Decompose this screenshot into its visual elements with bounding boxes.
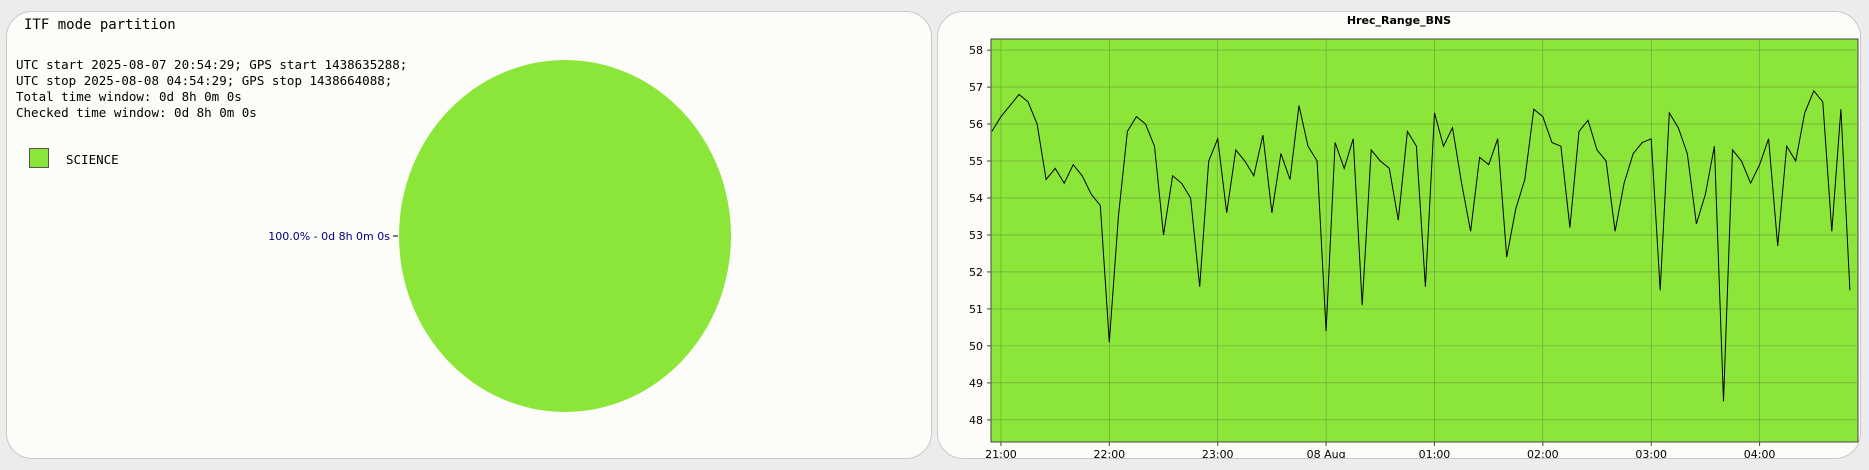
x-tick-label: 23:00 (1202, 448, 1234, 459)
y-tick-label: 52 (969, 266, 983, 279)
chart-title: Hrec_Range_BNS (1347, 14, 1451, 27)
pie-panel: ITF mode partition UTC start 2025-08-07 … (6, 11, 932, 459)
x-tick-label: 02:00 (1527, 448, 1559, 459)
y-tick-label: 57 (969, 81, 983, 94)
x-tick-label: 08 Aug (1307, 448, 1346, 459)
y-tick-label: 58 (969, 44, 983, 57)
pie-panel-title: ITF mode partition (24, 17, 176, 33)
info-line: Total time window: 0d 8h 0m 0s (16, 89, 242, 104)
y-tick-label: 50 (969, 340, 983, 353)
info-line: UTC start 2025-08-07 20:54:29; GPS start… (16, 57, 408, 72)
y-tick-label: 55 (969, 155, 983, 168)
timeseries-panel: Hrec_Range_BNS 48 49 50 51 52 53 54 55 56 57 58 21… (937, 11, 1861, 459)
pie-chart: 100.0% - 0d 8h 0m 0s (268, 60, 731, 412)
info-line: Checked time window: 0d 8h 0m 0s (16, 105, 257, 120)
x-tick-label: 22:00 (1093, 448, 1125, 459)
series-line (991, 89, 1851, 402)
legend-label-science: SCIENCE (66, 152, 119, 167)
pie-slice-label: 100.0% - 0d 8h 0m 0s (268, 230, 390, 243)
line-chart: Hrec_Range_BNS 48 49 50 51 52 53 54 55 56 57 58 21… (969, 14, 1859, 459)
x-tick-label: 03:00 (1635, 448, 1667, 459)
info-line: UTC stop 2025-08-08 04:54:29; GPS stop 1… (16, 73, 393, 88)
pie-slice-science (399, 60, 731, 412)
y-tick-label: 53 (969, 229, 983, 242)
x-tick-label: 01:00 (1419, 448, 1451, 459)
y-tick-label: 54 (969, 192, 983, 205)
y-tick-label: 51 (969, 303, 983, 316)
x-tick-label: 04:00 (1744, 448, 1776, 459)
legend-swatch-science (29, 148, 49, 168)
time-window-info: UTC start 2025-08-07 20:54:29; GPS start… (16, 57, 407, 121)
y-tick-label: 56 (969, 118, 983, 131)
y-tick-label: 48 (969, 414, 983, 427)
plot-area (990, 38, 1859, 443)
x-tick-label: 21:00 (985, 448, 1017, 459)
y-tick-label: 49 (969, 377, 983, 390)
